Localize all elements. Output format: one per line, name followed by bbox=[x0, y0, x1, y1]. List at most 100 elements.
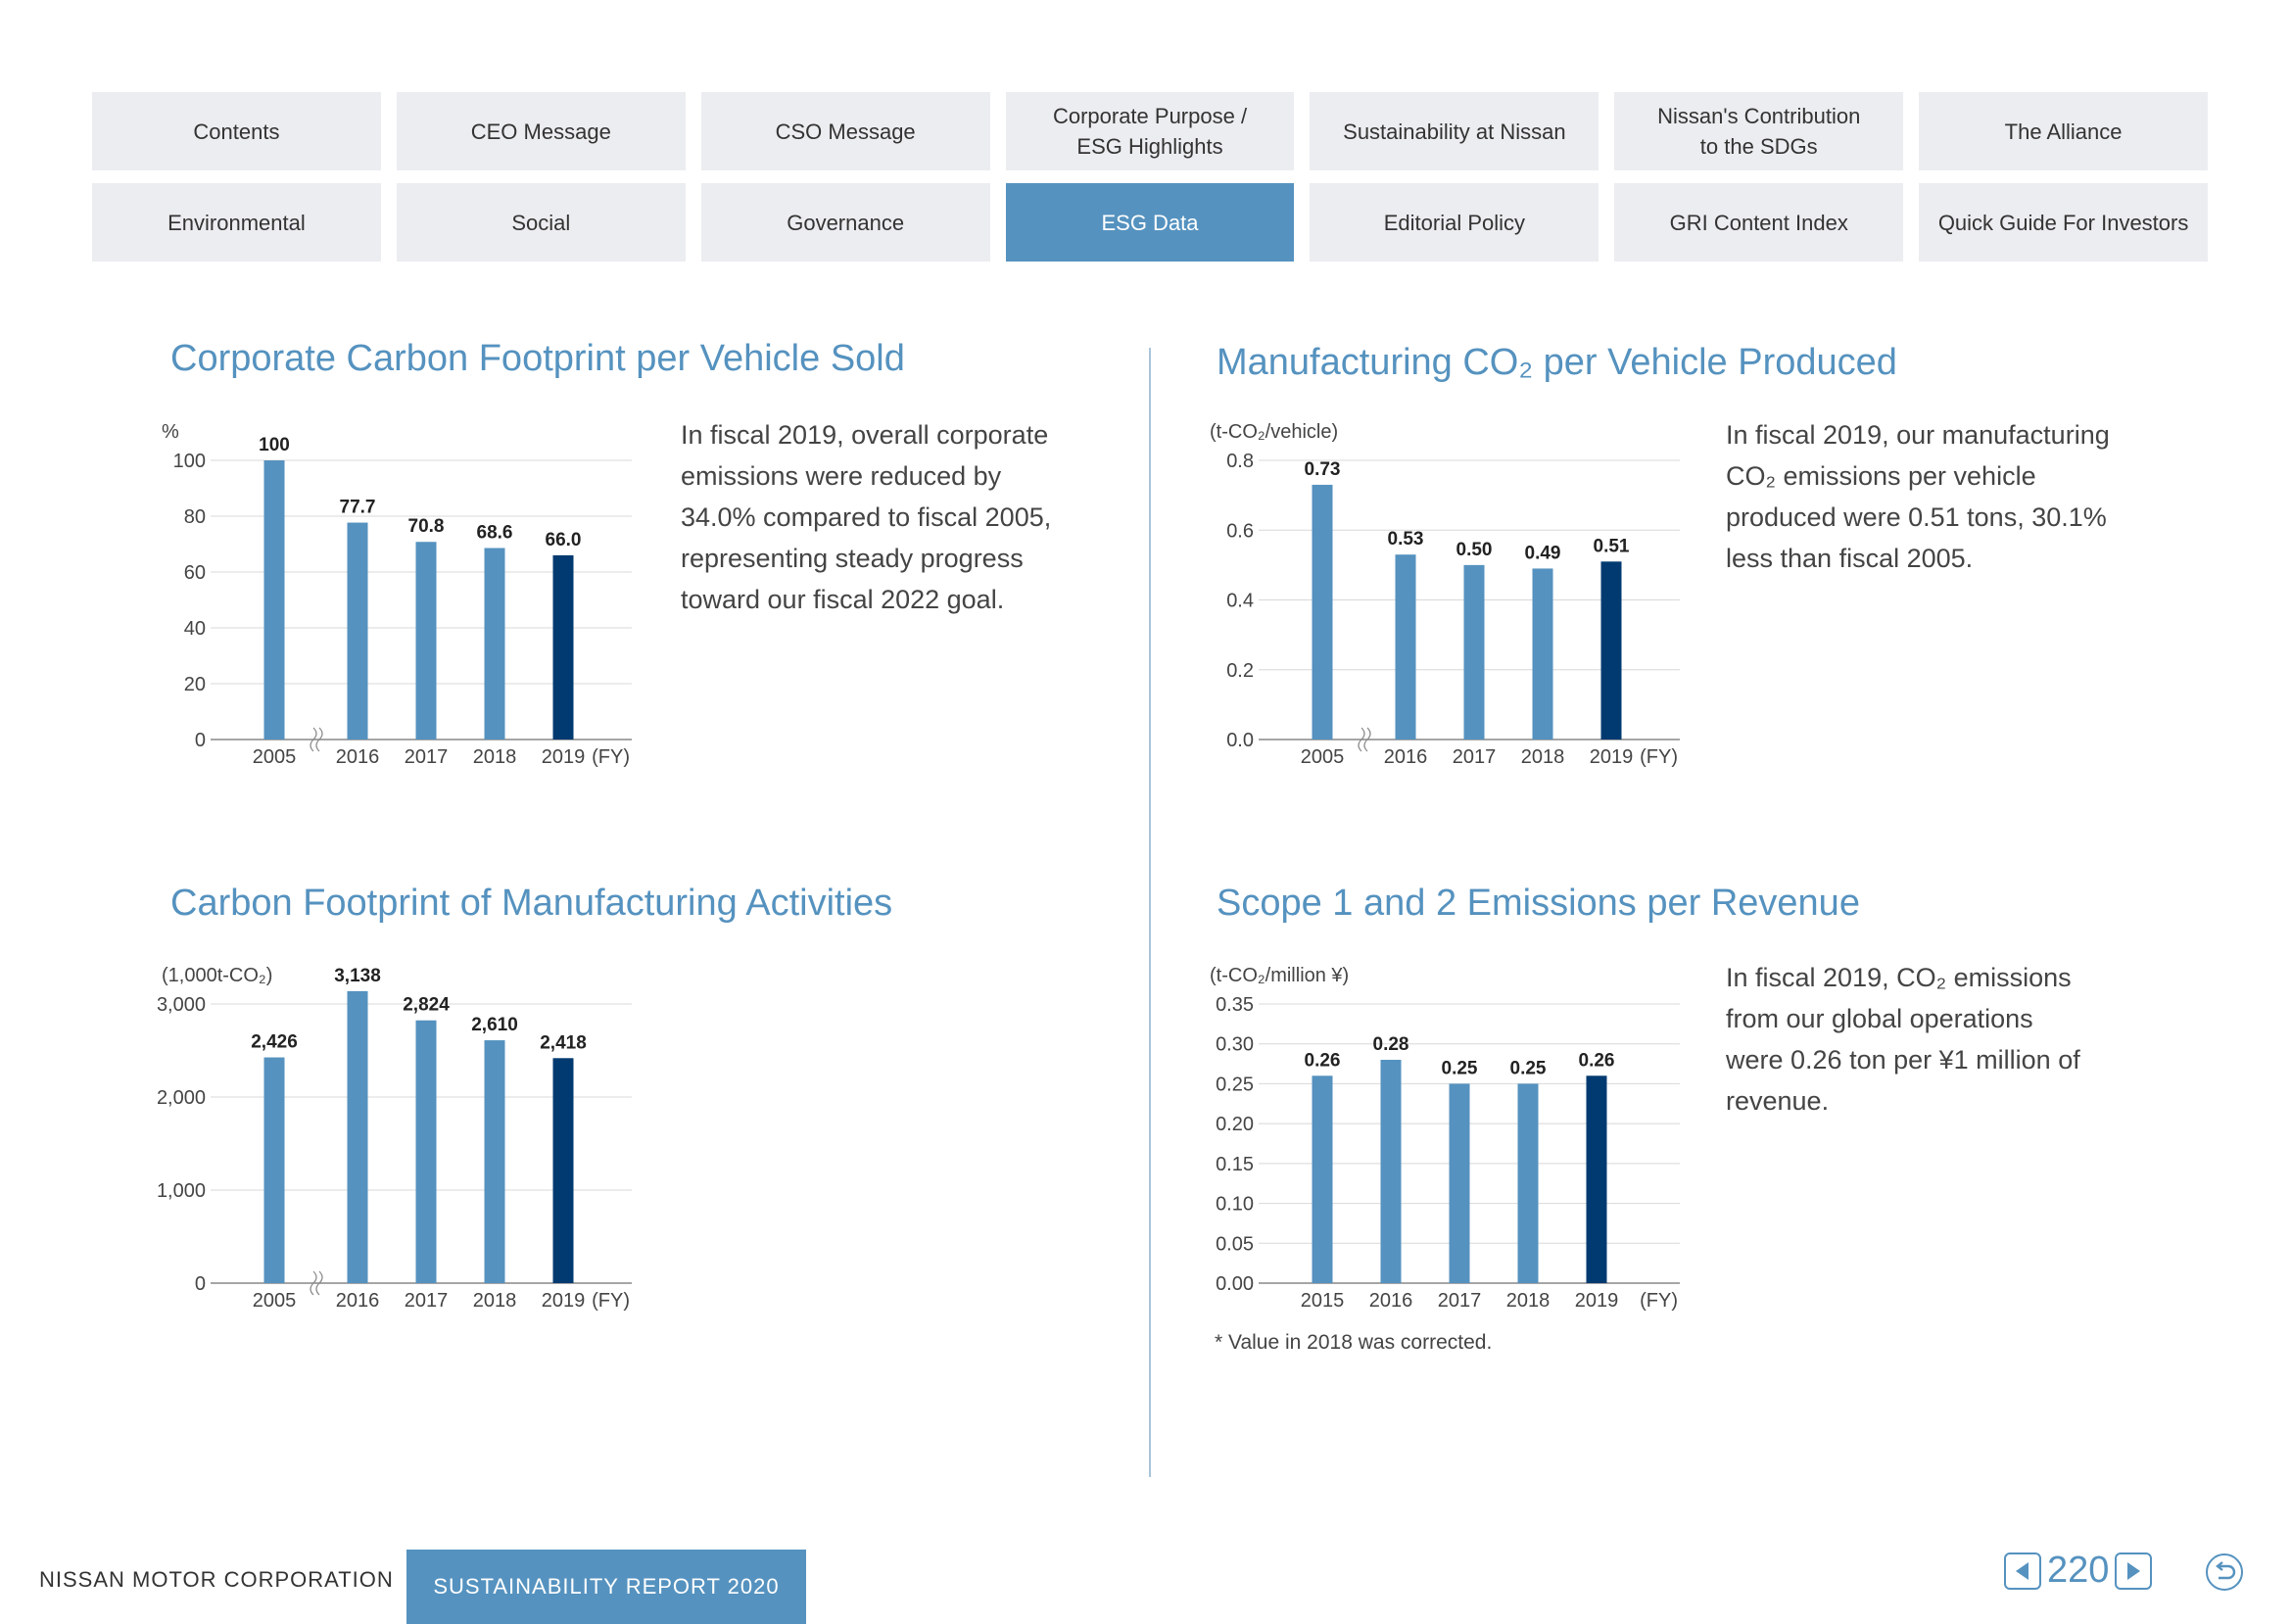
triangle-left-icon bbox=[2016, 1561, 2028, 1580]
x-tick-label: 2018 bbox=[473, 746, 517, 768]
pager: 220 bbox=[2004, 1550, 2153, 1592]
data-label: 0.53 bbox=[1388, 529, 1424, 549]
x-tick-label: 2015 bbox=[1301, 1290, 1345, 1312]
data-label: 0.25 bbox=[1510, 1058, 1547, 1078]
section-title-manufacturing-co2-per-vehicle: Manufacturing CO₂ per Vehicle Produced bbox=[1217, 342, 1897, 383]
nav-button[interactable]: Editorial Policy bbox=[1310, 183, 1599, 262]
y-tick-label: 60 bbox=[184, 562, 206, 584]
y-tick-label: 80 bbox=[184, 506, 206, 528]
nav-button[interactable]: Corporate Purpose / ESG Highlights bbox=[1005, 92, 1295, 170]
y-tick-label: 0.35 bbox=[1216, 994, 1254, 1016]
y-tick-label: 0 bbox=[195, 1273, 206, 1295]
chart-manufacturing-co2-per-vehicle: (t-CO₂/vehicle) 0.0 0.2 0.4 0.6 0.8 0.73 2005 0.… bbox=[1210, 416, 1704, 774]
data-label: 2,610 bbox=[471, 1015, 518, 1035]
x-tick-label: 2016 bbox=[336, 746, 380, 768]
page-number: 220 bbox=[2047, 1550, 2110, 1591]
footnote: * Value in 2018 was corrected. bbox=[1215, 1331, 1493, 1354]
x-tick-label: 2019 bbox=[542, 746, 586, 768]
x-axis-suffix: (FY) bbox=[592, 1290, 630, 1312]
data-label: 0.50 bbox=[1456, 540, 1493, 560]
y-tick-label: 0.20 bbox=[1216, 1114, 1254, 1135]
chart-svg: (t-CO₂/million ¥) 0.00 0.05 0.10 0.15 0.20 0.2… bbox=[1210, 965, 1680, 1312]
y-tick-label: 0 bbox=[195, 730, 206, 751]
y-tick-label: 0.25 bbox=[1216, 1074, 1254, 1095]
next-page-button[interactable] bbox=[2115, 1552, 2153, 1590]
data-label: 2,426 bbox=[251, 1032, 298, 1053]
bar-2018 bbox=[1532, 568, 1553, 740]
description-carbon-footprint-per-vehicle: In fiscal 2019, overall corporate emissi… bbox=[681, 420, 1052, 614]
data-label: 77.7 bbox=[340, 498, 376, 518]
bar-2005 bbox=[1312, 484, 1333, 740]
data-label: 0.26 bbox=[1305, 1050, 1341, 1071]
x-tick-label: 2017 bbox=[1438, 1290, 1482, 1312]
y-tick-label: 0.4 bbox=[1226, 591, 1254, 612]
y-tick-label: 1,000 bbox=[157, 1180, 206, 1202]
chart-carbon-footprint-per-vehicle: % 0 20 40 60 80 100 100 2005 77.7 2016 70.8 2017 68.6… bbox=[162, 416, 656, 774]
nav-row-2: Environmental Social Governance ESG Data Edi… bbox=[92, 183, 2209, 262]
x-tick-label: 2017 bbox=[1453, 746, 1497, 768]
data-label: 0.28 bbox=[1373, 1034, 1409, 1055]
company-name: NISSAN MOTOR CORPORATION bbox=[39, 1567, 394, 1592]
section-title-carbon-footprint-per-vehicle: Corporate Carbon Footprint per Vehicle S… bbox=[170, 338, 905, 379]
return-arrow-icon bbox=[2216, 1561, 2236, 1580]
nav-button[interactable]: Social bbox=[396, 183, 686, 262]
bar-2018 bbox=[484, 1040, 505, 1283]
bar-2005 bbox=[263, 1057, 285, 1283]
bar-2017 bbox=[1463, 564, 1485, 740]
x-tick-label: 2018 bbox=[1506, 1290, 1551, 1312]
y-tick-label: 40 bbox=[184, 618, 206, 640]
x-tick-label: 2018 bbox=[473, 1290, 517, 1312]
bar-2018 bbox=[484, 548, 505, 740]
description-scope-emissions-per-revenue: In fiscal 2019, CO₂ emissions from our g… bbox=[1726, 963, 2080, 1116]
bar-2018 bbox=[1517, 1083, 1539, 1283]
prev-page-button[interactable] bbox=[2004, 1552, 2041, 1590]
x-tick-label: 2005 bbox=[253, 1290, 297, 1312]
nav-button[interactable]: Sustainability at Nissan bbox=[1310, 92, 1599, 170]
y-tick-label: 0.05 bbox=[1216, 1233, 1254, 1255]
y-unit-label: (t-CO₂/million ¥) bbox=[1210, 965, 1349, 986]
x-tick-label: 2016 bbox=[1384, 746, 1428, 768]
data-label: 0.25 bbox=[1442, 1058, 1478, 1078]
y-tick-label: 3,000 bbox=[157, 994, 206, 1016]
data-label: 66.0 bbox=[546, 530, 582, 550]
axis-break-mark bbox=[315, 727, 323, 752]
data-label: 70.8 bbox=[408, 516, 445, 537]
y-unit-label: (1,000t-CO₂) bbox=[162, 965, 272, 986]
nav-button[interactable]: CSO Message bbox=[700, 92, 990, 170]
x-tick-label: 2005 bbox=[1301, 746, 1345, 768]
axis-break-mark bbox=[1358, 727, 1365, 752]
nav-button[interactable]: The Alliance bbox=[1919, 92, 2209, 170]
x-axis-suffix: (FY) bbox=[1640, 746, 1678, 768]
y-tick-label: 0.6 bbox=[1226, 520, 1254, 542]
report-title-link[interactable]: SUSTAINABILITY REPORT 2020 bbox=[406, 1550, 806, 1624]
data-label: 0.26 bbox=[1579, 1050, 1615, 1071]
bar-2017 bbox=[415, 542, 437, 740]
nav-button[interactable]: Nissan's Contribution to the SDGs bbox=[1614, 92, 1904, 170]
nav-button[interactable]: CEO Message bbox=[396, 92, 686, 170]
nav-row-1: Contents CEO Message CSO Message Corporate … bbox=[92, 92, 2209, 170]
section-title-carbon-footprint-manufacturing: Carbon Footprint of Manufacturing Activi… bbox=[170, 883, 893, 924]
chart-scope-emissions-per-revenue: (t-CO₂/million ¥) 0.00 0.05 0.10 0.15 0.20 0.2… bbox=[1210, 960, 1704, 1317]
triangle-right-icon bbox=[2127, 1561, 2141, 1580]
x-tick-label: 2016 bbox=[336, 1290, 380, 1312]
nav-button[interactable]: ESG Data bbox=[1005, 183, 1295, 262]
bar-2019 bbox=[552, 1058, 574, 1283]
y-tick-label: 0.10 bbox=[1216, 1194, 1254, 1216]
nav-button[interactable]: Governance bbox=[700, 183, 990, 262]
nav-button[interactable]: GRI Content Index bbox=[1614, 183, 1904, 262]
x-axis-suffix: (FY) bbox=[1640, 1290, 1678, 1312]
chart-svg: % 0 20 40 60 80 100 100 2005 77.7 2016 70.8 2017 68.6… bbox=[162, 421, 632, 768]
nav-button[interactable]: Quick Guide For Investors bbox=[1919, 183, 2209, 262]
section-title-scope-emissions-per-revenue: Scope 1 and 2 Emissions per Revenue bbox=[1217, 883, 1860, 924]
axis-break-mark bbox=[1363, 727, 1371, 752]
back-button[interactable] bbox=[2206, 1553, 2243, 1591]
nav-button[interactable]: Environmental bbox=[92, 183, 381, 262]
x-tick-label: 2018 bbox=[1521, 746, 1565, 768]
data-label: 0.73 bbox=[1305, 459, 1341, 480]
chart-svg: (1,000t-CO₂) 0 1,000 2,000 3,000 2,426 2005 3,1… bbox=[157, 965, 632, 1312]
nav-button[interactable]: Contents bbox=[92, 92, 381, 170]
y-tick-label: 0.30 bbox=[1216, 1034, 1254, 1056]
chart-svg: (t-CO₂/vehicle) 0.0 0.2 0.4 0.6 0.8 0.73 2005 0.… bbox=[1210, 421, 1680, 768]
y-tick-label: 2,000 bbox=[157, 1087, 206, 1109]
x-tick-label: 2019 bbox=[542, 1290, 586, 1312]
